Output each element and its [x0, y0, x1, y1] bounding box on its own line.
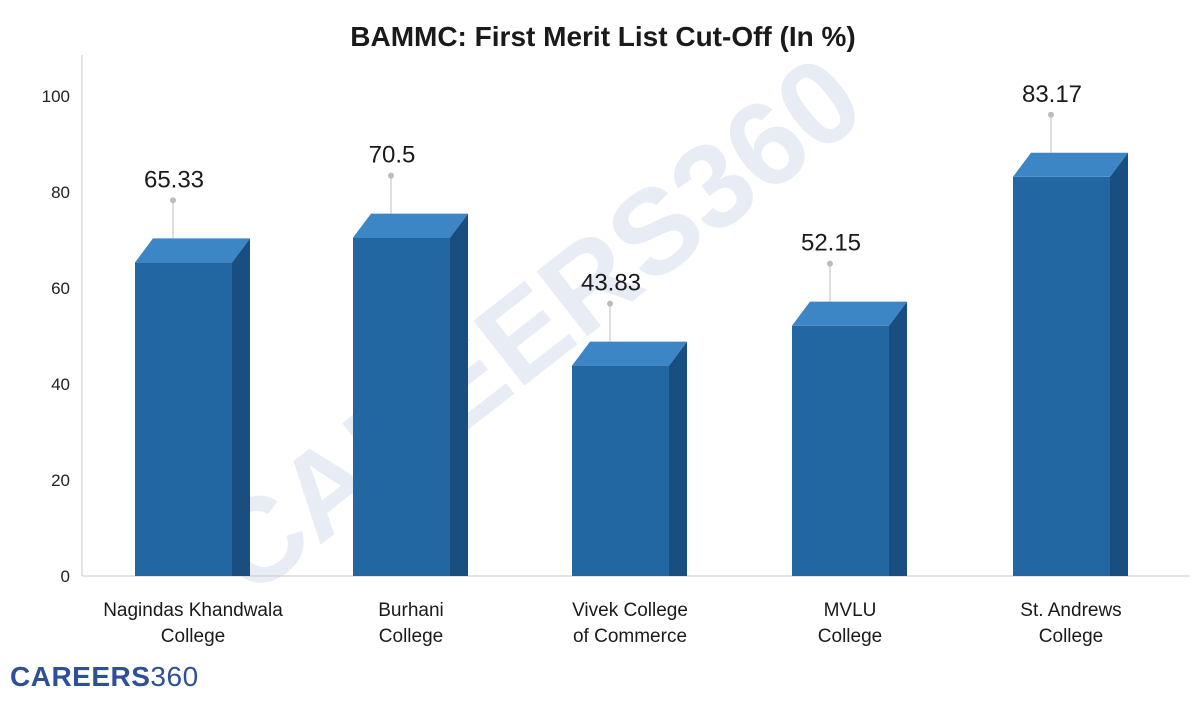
- logo-brand: CAREERS: [10, 661, 151, 692]
- bar: [353, 237, 450, 576]
- data-label-dot: [388, 172, 394, 179]
- watermark: CAREERS360: [184, 30, 887, 620]
- data-label-dot: [827, 260, 833, 267]
- y-tick-label: 0: [61, 567, 70, 586]
- bar-top: [353, 213, 468, 238]
- y-tick-label: 60: [51, 279, 70, 298]
- bar-side: [232, 238, 250, 576]
- bar: [135, 262, 232, 576]
- bar: [1013, 176, 1110, 576]
- data-label: 70.5: [369, 142, 416, 169]
- bar-side: [889, 301, 907, 576]
- y-tick-label: 80: [51, 183, 70, 202]
- data-label: 65.33: [144, 166, 204, 193]
- y-tick-label: 20: [51, 471, 70, 490]
- x-category-label: St. Andrews College: [1020, 600, 1121, 647]
- x-category-label: MVLU College: [818, 600, 882, 647]
- data-label-dot: [170, 197, 176, 204]
- logo-number: 360: [150, 661, 199, 692]
- x-axis-labels: Nagindas Khandwala College Burhani College V…: [103, 600, 1121, 647]
- y-axis-ticks: 0 20 40 60 80 100: [42, 87, 70, 586]
- y-tick-label: 40: [51, 375, 70, 394]
- data-label: 83.17: [1022, 81, 1082, 108]
- bar: [792, 325, 889, 576]
- bar-top: [792, 301, 907, 326]
- data-label: 52.15: [801, 230, 861, 257]
- x-category-label: Vivek College of Commerce: [572, 600, 688, 647]
- y-tick-label: 100: [42, 87, 70, 106]
- bar: [572, 365, 669, 576]
- data-label-dot: [1048, 111, 1054, 118]
- careers360-logo: CAREERS360: [10, 660, 199, 694]
- bar-side: [669, 341, 687, 576]
- x-category-label: Burhani College: [378, 600, 444, 647]
- bar-top: [1013, 152, 1128, 177]
- data-label-dot: [607, 300, 613, 307]
- bar-side: [450, 213, 468, 576]
- x-category-label: Nagindas Khandwala College: [103, 600, 283, 647]
- bar-top: [135, 238, 250, 263]
- bar-top: [572, 341, 687, 366]
- chart-title: BAMMC: First Merit List Cut-Off (In %): [350, 21, 856, 52]
- data-label: 43.83: [581, 270, 641, 297]
- bar-side: [1110, 152, 1128, 576]
- bars: 65.33 70.5 43.83 52.15 83.17: [135, 81, 1128, 576]
